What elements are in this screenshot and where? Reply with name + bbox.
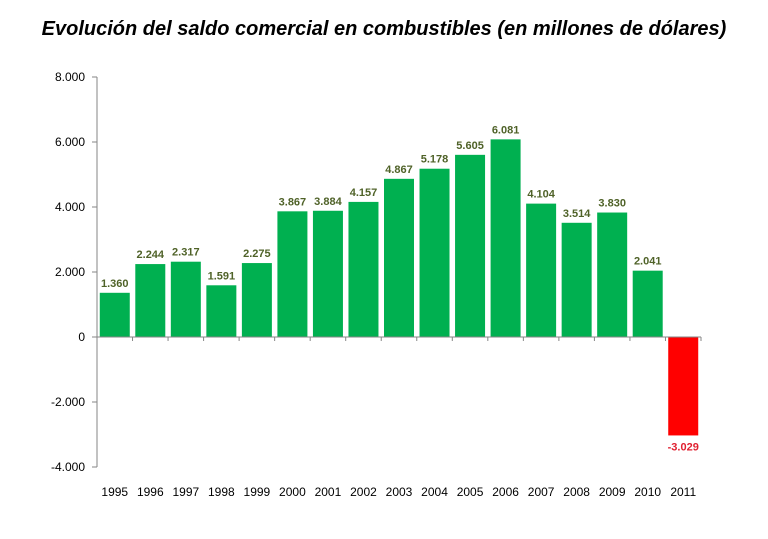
data-label: 3.830	[598, 198, 626, 210]
data-label: 3.514	[563, 208, 591, 220]
x-tick-label: 1995	[101, 485, 128, 499]
data-label: 4.104	[527, 189, 555, 201]
data-label: 1.591	[208, 270, 236, 282]
data-label: 3.867	[279, 196, 307, 208]
bar-1996	[135, 264, 166, 337]
data-label: 2.041	[634, 256, 662, 268]
y-tick-label: -4.000	[51, 460, 85, 474]
data-label: 2.244	[137, 249, 165, 261]
bar-2011	[668, 337, 699, 436]
x-tick-label: 2009	[599, 485, 626, 499]
bar-2001	[312, 210, 343, 337]
bar-2005	[455, 154, 486, 337]
y-tick-label: 0	[78, 330, 85, 344]
data-label: 5.605	[456, 140, 484, 152]
x-tick-label: 2004	[421, 485, 448, 499]
bar-1995	[99, 292, 130, 337]
bar-1999	[241, 263, 272, 337]
bar-2004	[419, 168, 450, 337]
bar-2002	[348, 201, 379, 337]
x-tick-label: 2011	[670, 485, 696, 499]
data-label: 3.884	[314, 196, 342, 208]
y-tick-label: 6.000	[55, 135, 85, 149]
x-tick-label: 2005	[457, 485, 484, 499]
x-tick-label: 2002	[350, 485, 377, 499]
x-tick-label: 2008	[563, 485, 590, 499]
data-label: 2.317	[172, 247, 200, 259]
bar-2009	[597, 212, 628, 337]
bar-2008	[561, 222, 592, 337]
chart-title: Evolución del saldo comercial en combust…	[41, 18, 727, 40]
data-label: 6.081	[492, 124, 520, 136]
x-tick-label: 1997	[172, 485, 199, 499]
bar-2000	[277, 211, 308, 337]
y-tick-label: 8.000	[55, 70, 85, 84]
x-tick-label: 2003	[386, 485, 413, 499]
x-tick-label: 1999	[244, 485, 271, 499]
bar-2006	[490, 139, 521, 337]
x-tick-label: 2007	[528, 485, 555, 499]
bar-2010	[632, 270, 663, 337]
bar-1998	[206, 285, 237, 337]
bar-1997	[170, 261, 201, 337]
x-tick-label: 2000	[279, 485, 306, 499]
y-tick-label: 4.000	[55, 200, 85, 214]
data-label: 1.360	[101, 278, 129, 290]
bar-2003	[384, 178, 414, 337]
y-tick-label: 2.000	[55, 265, 85, 279]
x-tick-label: 2006	[492, 485, 519, 499]
bar-2007	[526, 203, 557, 337]
y-tick-label: -2.000	[51, 395, 85, 409]
data-label: 4.157	[350, 187, 378, 199]
data-label: 2.275	[243, 248, 271, 260]
x-tick-label: 1998	[208, 485, 235, 499]
data-label: 5.178	[421, 154, 449, 166]
x-tick-label: 1996	[137, 485, 164, 499]
x-tick-label: 2010	[634, 485, 661, 499]
data-label: 4.867	[385, 164, 413, 176]
x-tick-label: 2001	[315, 485, 342, 499]
data-label: -3.029	[668, 441, 699, 453]
